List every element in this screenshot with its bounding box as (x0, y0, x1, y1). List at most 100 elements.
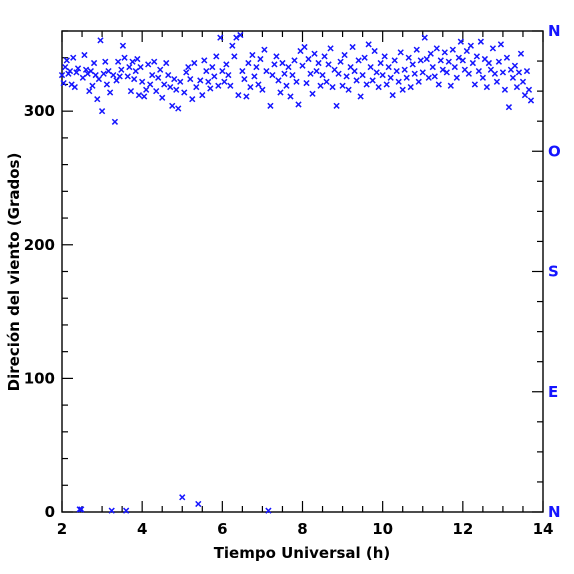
data-point (367, 63, 374, 71)
data-point (361, 54, 368, 61)
data-point (503, 54, 511, 61)
data-point (407, 83, 414, 91)
data-point (449, 46, 456, 53)
data-point (305, 55, 312, 63)
data-point (171, 75, 178, 83)
data-point (303, 79, 310, 87)
y-tick-label: 0 (45, 503, 55, 521)
data-point (431, 73, 438, 80)
data-point (181, 89, 188, 96)
data-point (119, 42, 127, 49)
compass-label: O (548, 142, 561, 160)
data-point (108, 507, 115, 514)
data-point (251, 73, 258, 80)
data-point (73, 69, 80, 76)
data-point (517, 50, 525, 57)
data-point (523, 67, 531, 75)
data-point (215, 82, 222, 89)
data-point (90, 59, 98, 67)
data-point (126, 63, 133, 71)
data-point (227, 82, 234, 89)
data-point (106, 89, 114, 96)
data-point (409, 61, 416, 68)
data-point (137, 63, 144, 71)
data-point (427, 50, 434, 57)
data-point (511, 62, 519, 69)
data-point (337, 58, 344, 65)
data-point (327, 45, 334, 52)
data-point (249, 51, 256, 59)
data-point (245, 59, 252, 67)
data-point (79, 74, 86, 81)
data-point (485, 59, 493, 67)
data-point (105, 67, 112, 75)
data-point (259, 86, 266, 93)
data-point (373, 69, 380, 76)
data-point (237, 31, 244, 39)
data-point (329, 83, 336, 91)
data-point (132, 67, 139, 75)
data-point (153, 87, 160, 95)
data-point (349, 43, 356, 51)
data-point (469, 59, 476, 67)
data-point (465, 70, 472, 77)
data-point (495, 58, 503, 65)
data-points (58, 31, 535, 514)
data-point (287, 93, 294, 100)
data-point (383, 81, 390, 88)
data-point (98, 108, 106, 115)
data-point (379, 71, 386, 79)
y-tick-labels: 0 100 200 300 (24, 102, 55, 521)
data-point (82, 66, 90, 73)
y-tick-label: 100 (24, 369, 55, 387)
data-point (163, 59, 170, 67)
data-point (177, 78, 184, 85)
x-tick-labels: 2 4 6 8 10 12 14 (57, 520, 554, 538)
data-point (341, 51, 348, 59)
data-point (169, 102, 176, 109)
data-point (315, 59, 322, 67)
data-point (76, 506, 83, 513)
data-point (147, 81, 154, 88)
data-point (243, 93, 250, 100)
data-point (339, 82, 346, 89)
data-point (265, 507, 272, 514)
data-point (271, 61, 278, 68)
data-point (353, 77, 360, 84)
data-point (421, 34, 428, 41)
data-point (87, 67, 94, 75)
data-point (513, 83, 521, 91)
data-point (321, 53, 328, 60)
data-point (173, 86, 180, 93)
data-point (145, 61, 152, 68)
data-point (403, 74, 410, 81)
data-point (395, 78, 402, 85)
x-tick-label: 12 (452, 520, 473, 538)
y-tick-label: 200 (24, 236, 55, 254)
data-point (413, 46, 420, 53)
data-point (257, 55, 264, 63)
data-point (343, 73, 350, 80)
data-point (351, 67, 358, 75)
data-point (97, 37, 104, 44)
data-point (283, 82, 290, 89)
data-point (439, 66, 446, 73)
data-point (359, 71, 366, 79)
data-point (62, 63, 69, 71)
data-point (191, 59, 198, 67)
data-point (209, 63, 216, 71)
compass-label: N (548, 22, 561, 40)
data-point (74, 65, 82, 72)
data-point (299, 62, 306, 69)
data-point (391, 57, 398, 64)
data-point (203, 67, 210, 75)
data-point (58, 71, 66, 79)
data-point (435, 81, 442, 88)
y-axis-title: Direción del viento (Grados) (5, 153, 23, 392)
data-point (131, 75, 138, 83)
data-point (433, 45, 440, 52)
data-point (355, 57, 362, 64)
data-point (241, 75, 248, 83)
data-point (525, 86, 533, 93)
